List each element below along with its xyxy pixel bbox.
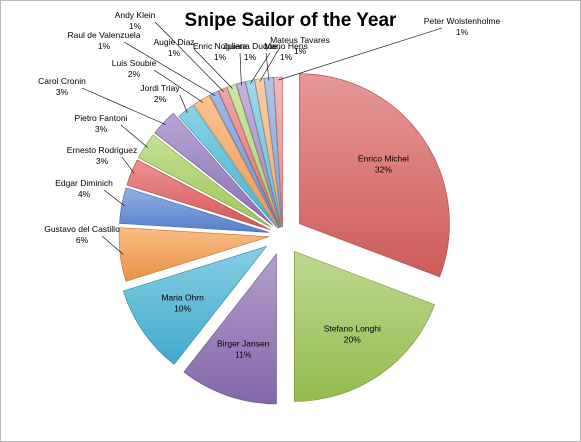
slice-label: Birger Jansen 11% [217,338,270,359]
slice-label: Andy Klein 1% [115,10,156,31]
leader-line [193,48,233,89]
slice-label: Peter Wolstenholme 1% [424,16,501,37]
pie-slice-mateus-tavares [254,77,283,228]
pie-slice-birger-jansen [183,253,277,405]
pie-slice-raul-de-valenzuela [209,90,280,228]
pie-slice-jordi-triay [178,104,279,229]
leader-line [103,189,125,207]
leader-line [101,235,124,255]
slice-label: Ernesto Rodriguez 3% [67,145,137,166]
leader-line [120,124,148,148]
leader-line [259,46,281,82]
leader-line [81,87,166,125]
leader-line [265,52,270,81]
leader-line [154,21,224,93]
slice-label: Raul de Valenzuela 1% [67,30,140,51]
slice-label: Maria Ohrn 10% [161,292,204,313]
slice-label: Pietro Fantoni 3% [75,113,128,134]
pie-slice-augie-diaz [226,83,281,228]
slice-label: Gustavo del Castillo 6% [44,224,120,245]
pie-slice-juliana-duque [245,79,282,228]
pie-slice-carol-cronin [154,112,274,226]
leader-line [239,52,242,86]
pie-slice-enric-noguera [235,81,282,228]
slice-label: Juliana Duque 1% [223,41,278,62]
pie-slice-stefano-longhi [294,251,436,402]
pie-slice-ernesto-rodriguez [126,159,271,230]
pie-slice-enrico-michel [299,73,450,278]
chart-title: Snipe Sailor of the Year [184,10,397,31]
pie-slice-peter-wolstenholme [273,76,284,228]
slice-label: Luis Soubie 2% [112,58,157,79]
slice-label: Enric Noguera 1% [193,41,248,62]
pie-slice-maria-ohrn [122,245,268,365]
pie-slice-luis-soubie [193,94,280,229]
slice-label: Carol Cronin 3% [38,76,86,97]
slice-label: Mateus Tavares 1% [270,35,330,56]
pie-slice-andy-klein [217,86,281,228]
slice-label: Jordi Triay 2% [140,83,180,104]
leader-line [278,27,443,81]
leader-line [153,69,203,103]
pie-slice-gustavo-del-castillo [118,227,270,282]
pie-slice-pietro-fantoni [138,134,272,228]
leader-line [123,41,216,96]
slice-label: Enrico Michel 32% [358,154,409,175]
slice-label: Augie Diaz 1% [153,37,194,58]
pie-slice-edgar-diminich [119,187,270,233]
slice-label: Mario Hens 1% [264,41,307,62]
leader-line [121,156,135,174]
slice-label: Edgar Diminich 4% [55,178,113,199]
slice-label: Stefano Longhi 20% [324,323,381,344]
leader-line [179,94,188,114]
